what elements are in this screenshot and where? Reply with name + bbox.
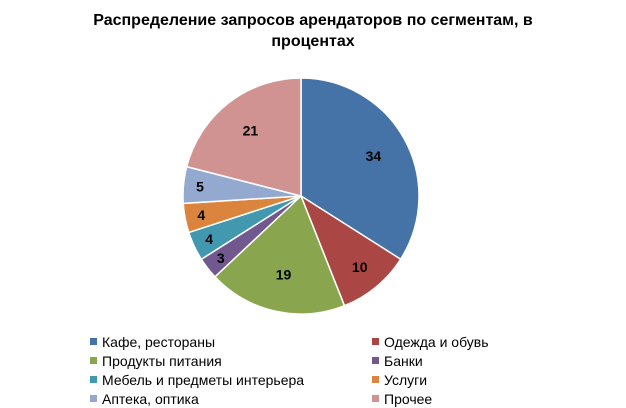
legend-item: Продукты питания — [90, 351, 372, 370]
legend-swatch — [372, 395, 379, 402]
legend-item: Мебель и предметы интерьера — [90, 370, 372, 389]
slice-data-label: 5 — [196, 178, 204, 194]
slice-data-label: 3 — [217, 250, 225, 266]
legend-swatch — [372, 338, 379, 345]
slice-data-label: 4 — [205, 231, 213, 247]
legend-item: Одежда и обувь — [372, 332, 560, 351]
slice-data-label: 34 — [366, 148, 382, 164]
legend-swatch — [90, 357, 97, 364]
legend-label: Продукты питания — [102, 352, 222, 369]
pie-slices — [182, 77, 420, 315]
legend-swatch — [90, 338, 97, 345]
pie-slice — [213, 194, 346, 315]
slice-data-label: 4 — [197, 207, 205, 223]
legend-item: Услуги — [372, 370, 560, 389]
pie-slice — [185, 77, 302, 197]
legend-swatch — [90, 376, 97, 383]
legend-label: Одежда и обувь — [384, 333, 489, 350]
legend-swatch — [372, 357, 379, 364]
legend-item: Кафе, рестораны — [90, 332, 372, 351]
slice-data-label: 10 — [352, 259, 368, 275]
legend-swatch — [90, 395, 97, 402]
legend-item: Аптека, оптика — [90, 389, 372, 408]
legend-label: Услуги — [384, 371, 428, 388]
legend-item: Банки — [372, 351, 560, 370]
legend-label: Кафе, рестораны — [102, 333, 216, 350]
chart-legend: Кафе, рестораны Одежда и обувь Продукты пи… — [90, 332, 560, 408]
slice-data-label: 19 — [276, 266, 292, 282]
legend-label: Банки — [384, 352, 423, 369]
legend-swatch — [372, 376, 379, 383]
legend-label: Прочее — [384, 390, 433, 407]
legend-label: Аптека, оптика — [102, 390, 199, 407]
legend-label: Мебель и предметы интерьера — [102, 371, 305, 388]
chart-title: Распределение запросов арендаторов по се… — [93, 12, 533, 50]
legend-item: Прочее — [372, 389, 560, 408]
slice-data-label: 21 — [243, 123, 259, 139]
pie-slice — [299, 194, 402, 307]
